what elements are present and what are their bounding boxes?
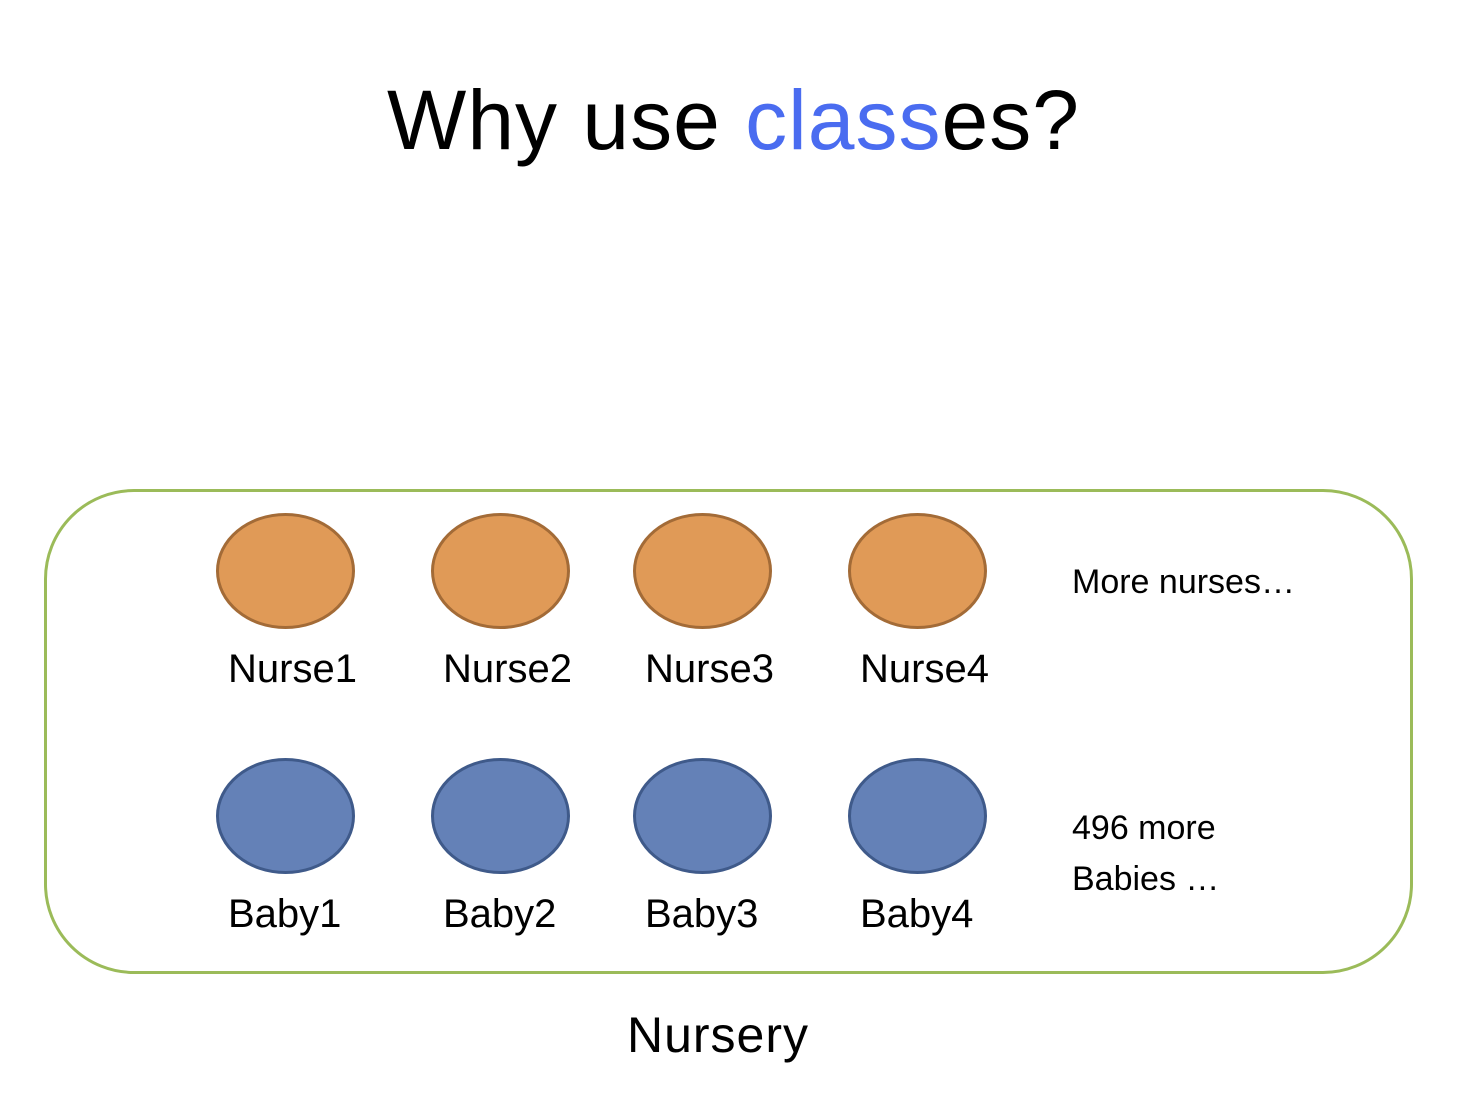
title-accent-word: class bbox=[745, 73, 942, 167]
baby-label-1: Baby1 bbox=[228, 892, 342, 936]
nurse-node-1 bbox=[216, 513, 355, 629]
more-nurses-note: More nurses… bbox=[1072, 563, 1295, 601]
more-babies-note-line2: Babies … bbox=[1072, 860, 1220, 898]
baby-node-2 bbox=[431, 758, 570, 874]
title-text-before: Why use bbox=[387, 73, 746, 167]
baby-node-1 bbox=[216, 758, 355, 874]
baby-label-3: Baby3 bbox=[645, 892, 759, 936]
baby-node-3 bbox=[633, 758, 772, 874]
nurse-node-3 bbox=[633, 513, 772, 629]
slide-title: Why use classes? bbox=[0, 70, 1467, 170]
nurse-label-3: Nurse3 bbox=[645, 647, 774, 691]
nurse-node-2 bbox=[431, 513, 570, 629]
nurse-node-4 bbox=[848, 513, 987, 629]
baby-label-2: Baby2 bbox=[443, 892, 557, 936]
nursery-container bbox=[44, 489, 1413, 974]
nurse-label-2: Nurse2 bbox=[443, 647, 572, 691]
nurse-label-1: Nurse1 bbox=[228, 647, 357, 691]
nursery-label: Nursery bbox=[626, 1007, 810, 1063]
title-text-after: es? bbox=[941, 73, 1080, 167]
nurse-label-4: Nurse4 bbox=[860, 647, 989, 691]
baby-label-4: Baby4 bbox=[860, 892, 974, 936]
baby-node-4 bbox=[848, 758, 987, 874]
more-babies-note-line1: 496 more bbox=[1072, 809, 1216, 847]
